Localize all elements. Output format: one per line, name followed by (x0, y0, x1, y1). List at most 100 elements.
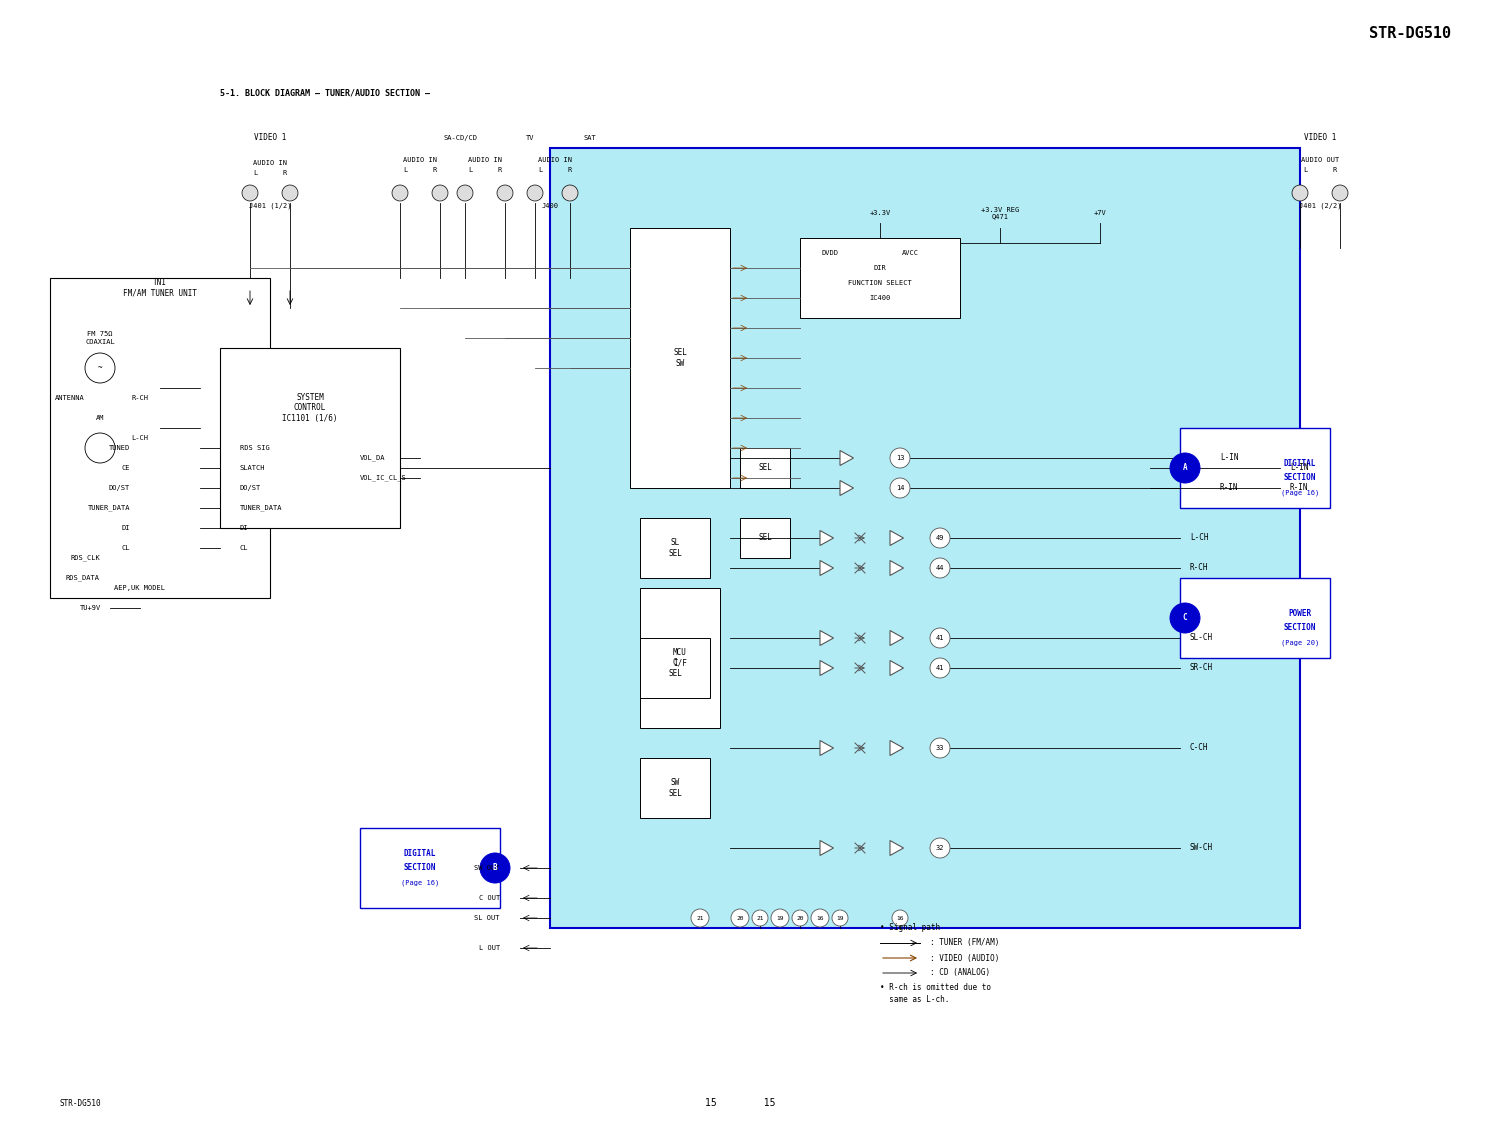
Text: +7V: +7V (1094, 210, 1107, 215)
Polygon shape (890, 740, 903, 756)
Text: DO/ST: DO/ST (108, 485, 130, 491)
Text: TV: TV (525, 135, 534, 141)
Text: 41: 41 (936, 635, 945, 641)
Text: CL: CL (240, 545, 249, 550)
Text: 15        15: 15 15 (705, 1098, 776, 1108)
Circle shape (792, 910, 808, 926)
Circle shape (890, 448, 910, 468)
Text: SL OUT: SL OUT (474, 915, 500, 920)
Text: SEL: SEL (758, 534, 772, 543)
Text: SA-CD/CD: SA-CD/CD (442, 135, 477, 141)
Text: (Page 16): (Page 16) (400, 880, 439, 887)
Text: B: B (492, 864, 498, 872)
Polygon shape (890, 561, 903, 575)
Text: AUDIO IN: AUDIO IN (538, 157, 572, 164)
Text: 21: 21 (756, 916, 764, 920)
Text: (Page 20): (Page 20) (1281, 640, 1318, 646)
Circle shape (86, 353, 116, 384)
Text: • R-ch is omitted due to: • R-ch is omitted due to (880, 984, 992, 993)
Circle shape (930, 658, 950, 678)
Text: DIR: DIR (873, 265, 886, 271)
Text: 44: 44 (936, 565, 945, 571)
FancyBboxPatch shape (50, 277, 270, 598)
Text: MCU
I/F: MCU I/F (674, 649, 687, 668)
Circle shape (930, 838, 950, 858)
Text: RDS SIG: RDS SIG (240, 446, 270, 451)
Polygon shape (890, 840, 903, 855)
FancyBboxPatch shape (630, 228, 730, 488)
Text: same as L-ch.: same as L-ch. (880, 996, 950, 1005)
Text: C OUT: C OUT (478, 895, 500, 901)
Circle shape (890, 478, 910, 497)
Polygon shape (821, 740, 834, 756)
Text: R: R (284, 170, 286, 176)
Text: R: R (433, 167, 436, 173)
Text: SW-CH: SW-CH (1190, 844, 1214, 853)
Circle shape (730, 909, 748, 927)
Text: 20: 20 (736, 916, 744, 920)
Text: L: L (538, 167, 542, 173)
Text: J401 (2/2): J401 (2/2) (1299, 203, 1341, 210)
Polygon shape (821, 530, 834, 546)
Text: DI: DI (122, 525, 130, 531)
Polygon shape (821, 561, 834, 575)
Text: DI: DI (240, 525, 249, 531)
Circle shape (1332, 185, 1348, 201)
Circle shape (930, 628, 950, 647)
Text: 16: 16 (897, 916, 903, 920)
Text: CL: CL (122, 545, 130, 550)
Text: +3.3V: +3.3V (870, 210, 891, 215)
Text: SYSTEM
CONTROL
IC1101 (1/6): SYSTEM CONTROL IC1101 (1/6) (282, 393, 338, 423)
Text: 41: 41 (936, 666, 945, 671)
Circle shape (282, 185, 298, 201)
Text: AVCC: AVCC (902, 250, 918, 256)
Text: L-IN: L-IN (1220, 453, 1239, 462)
Text: SECTION: SECTION (1284, 624, 1316, 633)
Text: L: L (254, 170, 257, 176)
FancyBboxPatch shape (1180, 428, 1330, 508)
FancyBboxPatch shape (360, 828, 500, 908)
Text: L: L (468, 167, 472, 173)
Text: L: L (1304, 167, 1306, 173)
Text: L OUT: L OUT (478, 945, 500, 951)
Text: DVDD: DVDD (822, 250, 839, 256)
FancyBboxPatch shape (550, 148, 1300, 928)
Circle shape (562, 185, 578, 201)
Text: R-IN: R-IN (1220, 484, 1239, 493)
Text: R-IN: R-IN (1290, 484, 1308, 493)
Text: RDS_CLK: RDS_CLK (70, 555, 100, 562)
Text: 13: 13 (896, 455, 904, 461)
Text: VOL_DA: VOL_DA (360, 455, 386, 461)
Text: L-CH: L-CH (132, 435, 148, 441)
FancyBboxPatch shape (640, 518, 710, 578)
Circle shape (771, 909, 789, 927)
Text: L-IN: L-IN (1290, 464, 1308, 473)
Text: 33: 33 (936, 744, 945, 751)
Text: : VIDEO (AUDIO): : VIDEO (AUDIO) (930, 953, 999, 962)
Text: DIGITAL: DIGITAL (404, 848, 436, 857)
Text: L: L (404, 167, 406, 173)
Circle shape (930, 528, 950, 548)
Text: R: R (568, 167, 572, 173)
Text: 16: 16 (816, 916, 824, 920)
Text: SL
SEL: SL SEL (668, 538, 682, 557)
Circle shape (1170, 453, 1200, 483)
Text: AUDIO IN: AUDIO IN (468, 157, 502, 164)
Text: TUNER_DATA: TUNER_DATA (240, 504, 282, 511)
Text: C
SEL: C SEL (668, 659, 682, 678)
Circle shape (812, 909, 830, 927)
Text: TUNED: TUNED (108, 446, 130, 451)
Circle shape (930, 738, 950, 758)
Text: R-CH: R-CH (132, 395, 148, 400)
FancyBboxPatch shape (740, 518, 790, 558)
Text: TUNER_DATA: TUNER_DATA (87, 504, 130, 511)
Text: STR-DG510: STR-DG510 (60, 1099, 102, 1108)
Circle shape (458, 185, 472, 201)
Circle shape (833, 910, 848, 926)
Text: 14: 14 (896, 485, 904, 491)
Text: SLATCH: SLATCH (240, 465, 266, 472)
Text: SEL
SW: SEL SW (674, 349, 687, 368)
Text: FUNCTION SELECT: FUNCTION SELECT (847, 280, 912, 287)
Circle shape (526, 185, 543, 201)
Text: C-CH: C-CH (1190, 743, 1209, 752)
